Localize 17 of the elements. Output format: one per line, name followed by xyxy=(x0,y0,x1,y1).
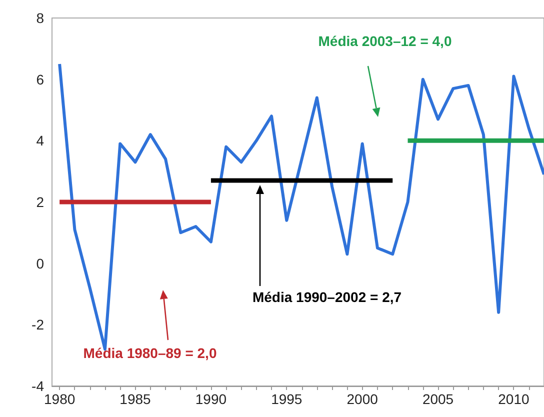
x-tick-label: 1995 xyxy=(271,391,302,407)
text: Média 2003–12 = 4,0 xyxy=(318,33,452,49)
x-tick-label: 2010 xyxy=(498,391,530,407)
y-tick-label: -4 xyxy=(32,378,44,394)
x-tick-label: 1985 xyxy=(120,391,152,407)
x-tick-label: 1980 xyxy=(44,391,76,407)
x-tick-label: 1990 xyxy=(195,391,227,407)
y-tick-label: 2 xyxy=(36,194,44,210)
y-tick-label: 8 xyxy=(36,10,44,26)
y-tick-label: 0 xyxy=(36,255,44,272)
x-tick-label: 2000 xyxy=(346,391,378,407)
y-tick-label: -2 xyxy=(32,316,44,333)
y-tick-label: 6 xyxy=(36,71,44,88)
text: Média 1990–2002 = 2,7 xyxy=(252,289,402,305)
text: Média 1980–89 = 2,0 xyxy=(83,345,217,361)
x-tick-label: 2005 xyxy=(422,391,454,407)
y-tick-label: 4 xyxy=(36,132,44,149)
